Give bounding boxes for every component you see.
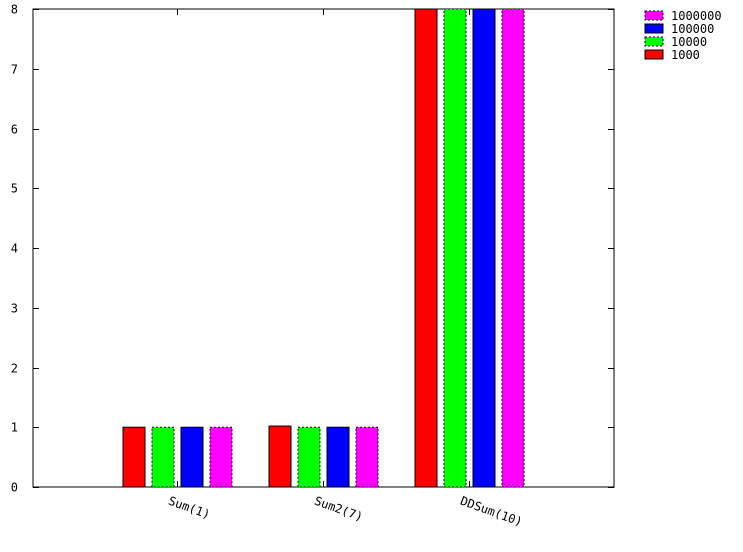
legend-label-1000: 1000 [671, 48, 700, 62]
bar-1000-1 [268, 425, 292, 488]
y-tick-label: 3 [11, 302, 18, 316]
axes: 0 1 2 3 4 5 6 7 8 [11, 3, 615, 495]
y-tick-label: 8 [11, 3, 18, 17]
bar-1000-0 [122, 426, 146, 488]
legend-swatch-100000 [644, 23, 664, 34]
x-tick-label: Sum2(7) [312, 494, 364, 524]
bar-10000-2 [443, 8, 467, 488]
y-tick-label: 2 [11, 362, 18, 376]
bar-1000-2 [414, 8, 438, 488]
bar-100000-1 [326, 426, 350, 488]
legend-label-100000: 100000 [671, 22, 714, 36]
x-tick-label: DDSum(10) [458, 494, 524, 529]
bar-10000-1 [297, 426, 321, 488]
legend-label-10000: 10000 [671, 35, 707, 49]
legend-swatch-1000000 [644, 10, 664, 21]
y-tick-label: 6 [11, 123, 18, 137]
legend-label-1000000: 1000000 [671, 9, 722, 23]
y-tick-label: 0 [11, 481, 18, 495]
x-tick-labels: Sum(1) Sum2(7) DDSum(10) [166, 494, 524, 529]
bar-10000-0 [151, 426, 175, 488]
y-tick-label: 5 [11, 182, 18, 196]
bar-1000000-0 [209, 426, 233, 488]
bar-100000-0 [180, 426, 204, 488]
y-tick-label: 4 [11, 242, 18, 256]
y-tick-label: 7 [11, 63, 18, 77]
legend-swatch-1000 [644, 49, 664, 60]
bars [122, 8, 525, 488]
y-tick-label: 1 [11, 421, 18, 435]
legend-swatch-10000 [644, 36, 664, 47]
bar-1000000-2 [501, 8, 525, 488]
plot-frame [32, 8, 615, 488]
bar-1000000-1 [355, 426, 379, 488]
bar-100000-2 [472, 8, 496, 488]
x-tick-label: Sum(1) [166, 494, 212, 522]
